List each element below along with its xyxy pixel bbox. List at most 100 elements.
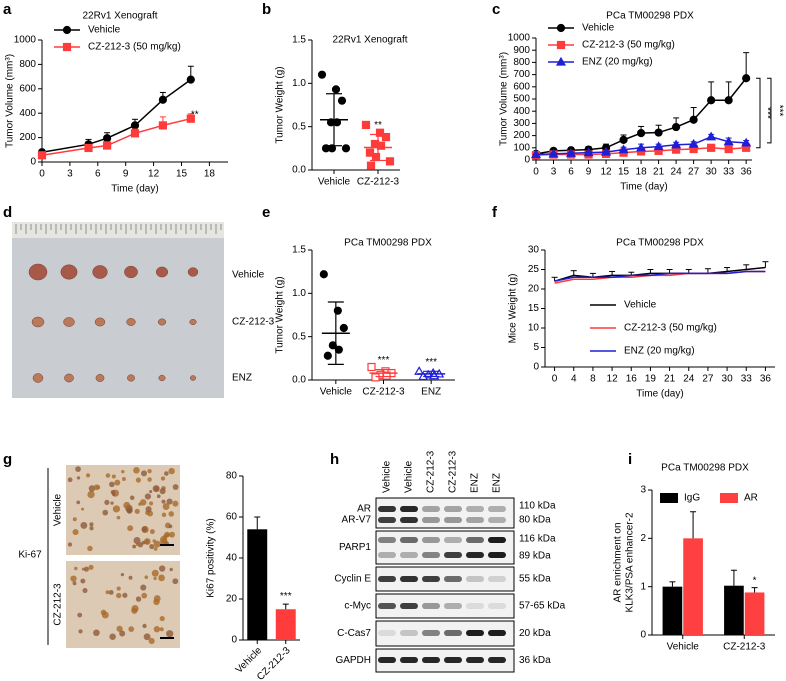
y-axis-label: Tumor Weight (g) <box>275 276 286 353</box>
y-axis-label: KLK3/PSA enhancer-2 <box>625 512 636 613</box>
ihc-cell <box>140 584 147 591</box>
ihc-cell <box>76 476 81 480</box>
panel-label: d <box>3 204 12 221</box>
y-tick-label: 900 <box>513 45 530 56</box>
y-tick-label: 0.5 <box>292 331 306 342</box>
photo-label: Vehicle <box>232 270 265 281</box>
ihc-cell <box>93 629 100 637</box>
y-tick-label: 0.5 <box>292 121 306 132</box>
blot-band <box>466 630 484 636</box>
sig-label: *** <box>378 355 390 366</box>
tumor <box>64 373 74 383</box>
marker <box>672 122 681 132</box>
ihc-cell <box>80 521 88 529</box>
marker <box>323 351 332 360</box>
x-axis-label: Time (day) <box>111 184 158 195</box>
blot-band <box>444 552 462 558</box>
ihc-cell <box>151 569 159 577</box>
ihc-cell <box>169 531 175 538</box>
marker <box>317 70 327 79</box>
panel-label: c <box>492 1 500 18</box>
y-tick-label: 40 <box>226 553 238 564</box>
x-tick-label: CZ-212-3 <box>723 642 766 653</box>
panel-label: f <box>492 204 498 221</box>
x-tick-label: 8 <box>590 374 596 385</box>
bar <box>744 592 765 635</box>
blot-band <box>400 517 418 523</box>
blot-band <box>444 537 462 543</box>
blot-band <box>466 603 484 609</box>
lane-label: ENZ <box>470 473 481 493</box>
ihc-cell <box>87 490 95 499</box>
ihc-cell <box>149 490 153 494</box>
ihc-cell <box>88 485 96 492</box>
blot-band <box>400 576 418 582</box>
legend-label: CZ-212-3 (50 mg/kg) <box>88 42 181 53</box>
tumor <box>190 375 196 381</box>
ihc-cell <box>83 566 89 572</box>
photo <box>12 222 224 398</box>
ihc-cell <box>153 598 160 606</box>
y-tick-label: 20 <box>226 594 238 605</box>
x-tick-label: 3 <box>551 167 557 178</box>
ihc-cell <box>137 542 144 548</box>
ihc-cell <box>159 627 164 632</box>
x-tick-label: 27 <box>702 374 714 385</box>
blot-band <box>378 552 396 558</box>
marker <box>371 373 380 382</box>
panel-label: e <box>262 204 270 221</box>
y-tick-label: 25 <box>528 264 540 275</box>
marker <box>707 143 716 152</box>
ihc-cell <box>67 542 73 547</box>
blot-band <box>422 576 440 582</box>
panel-label: b <box>262 1 271 18</box>
x-tick-label: 19 <box>645 374 657 385</box>
marker <box>724 144 733 154</box>
ihc-cell <box>131 607 138 614</box>
blot-band <box>488 657 506 663</box>
ihc-cell <box>75 466 81 472</box>
x-tick-label: CZ-212-3 <box>362 387 405 398</box>
y-tick-label: 2 <box>640 533 646 544</box>
ihc-cell <box>116 515 121 520</box>
x-tick-label: 36 <box>741 167 753 178</box>
marker <box>530 149 542 159</box>
marker <box>381 132 391 142</box>
y-tick-label: 1 <box>640 581 646 592</box>
y-tick-label: 1000 <box>14 35 37 46</box>
y-tick-label: 1.5 <box>292 35 306 46</box>
tumor <box>189 319 197 325</box>
ihc-cell <box>121 469 125 474</box>
blot-band <box>488 630 506 636</box>
tumor <box>158 374 166 382</box>
blot-band <box>422 537 440 543</box>
ihc-cell <box>169 567 173 572</box>
lane-label: CZ-212-3 <box>426 450 437 493</box>
x-tick-label: 6 <box>568 167 574 178</box>
ihc-cell <box>144 493 151 500</box>
blot-band <box>378 517 396 523</box>
x-tick-label: 0 <box>533 167 539 178</box>
marker <box>671 139 682 149</box>
y-tick-label: 300 <box>513 118 530 129</box>
y-tick-label: 3 <box>640 485 646 496</box>
marker <box>37 151 47 160</box>
blot-band <box>378 506 396 512</box>
x-tick-label: 12 <box>600 167 612 178</box>
y-axis-label: Tumor Volume (mm³) <box>5 54 16 148</box>
ihc-cell <box>158 574 165 582</box>
y-tick-label: 400 <box>513 106 530 117</box>
ihc-cell <box>153 576 157 581</box>
ihc-cell <box>159 488 166 495</box>
ihc-cell <box>116 586 121 591</box>
blot-band <box>422 517 440 523</box>
y-tick-label: 30 <box>528 245 540 256</box>
marker <box>741 137 752 147</box>
marker <box>654 128 663 137</box>
y-axis-label: Ki67 positivity (%) <box>206 518 217 597</box>
annotation: ** <box>191 109 199 120</box>
marker <box>84 143 93 153</box>
blot-band <box>444 576 462 582</box>
ihc-marker: Ki-67 <box>18 550 42 561</box>
tumor <box>187 267 199 277</box>
